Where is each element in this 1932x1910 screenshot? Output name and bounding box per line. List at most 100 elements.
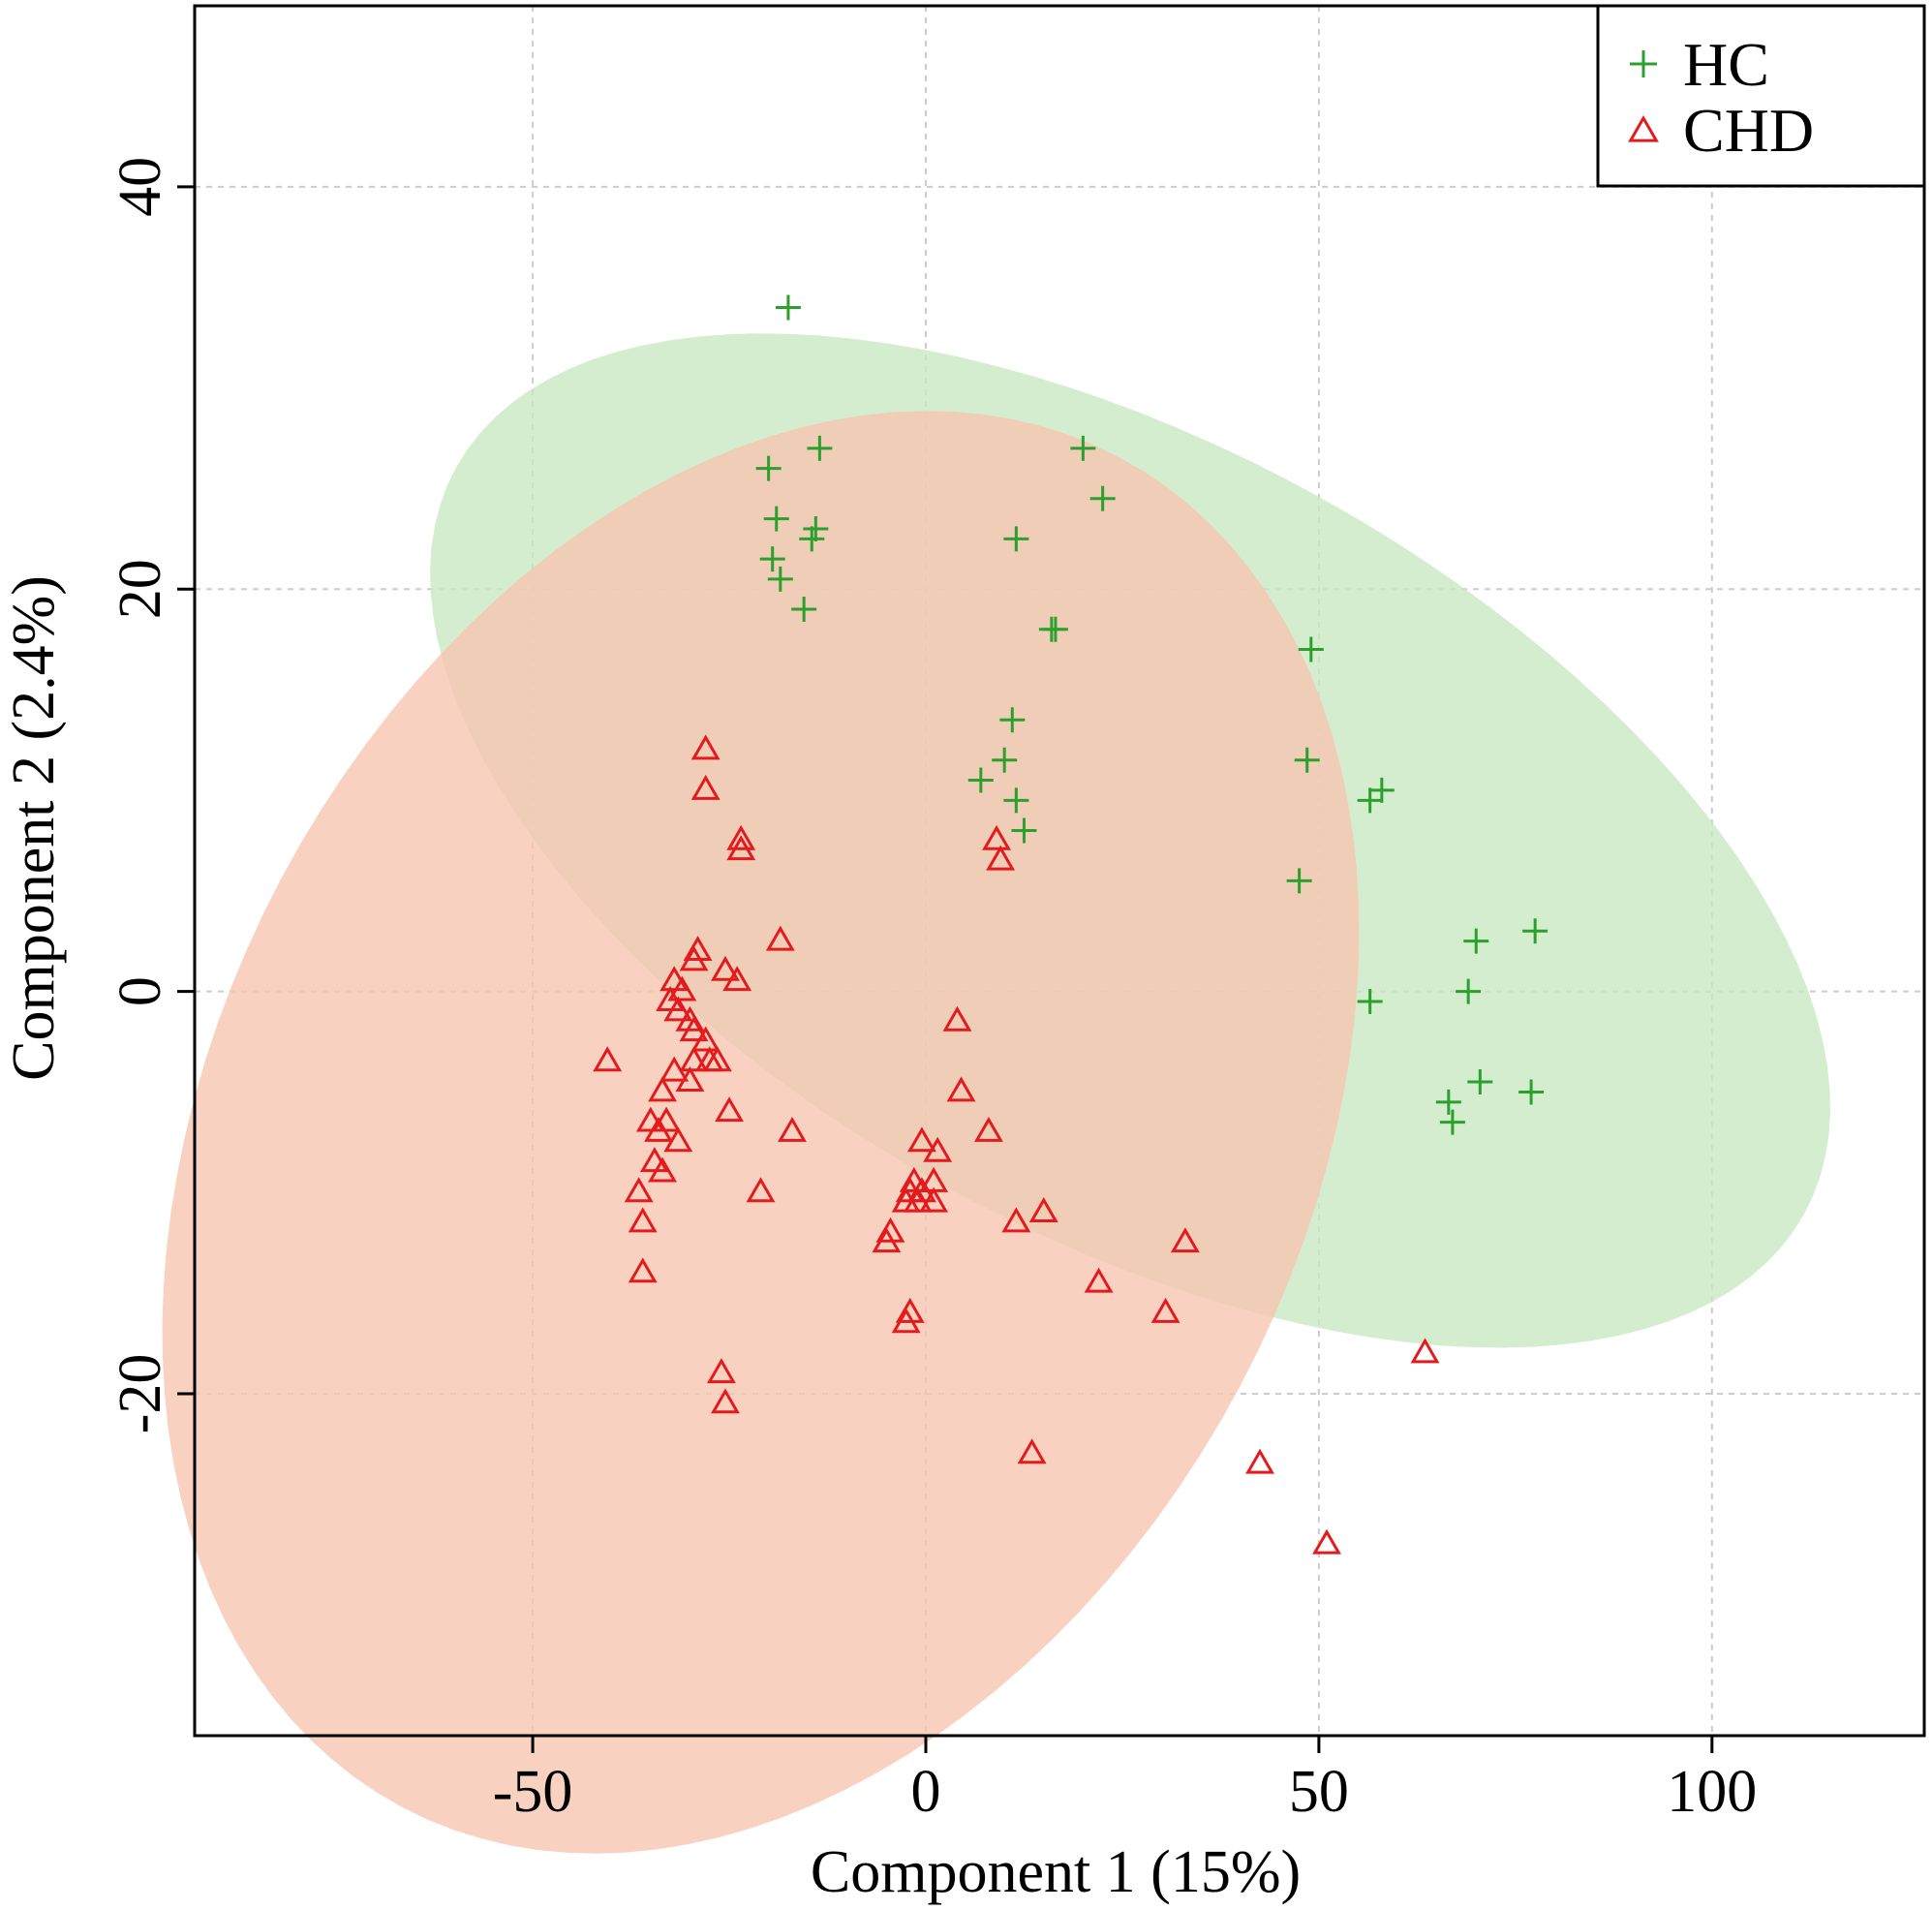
chd-point: [711, 955, 740, 981]
chd-point: [706, 1358, 736, 1384]
hc-point: [1463, 928, 1489, 954]
hc-point: [1298, 636, 1324, 662]
chd-point: [648, 1156, 677, 1183]
x-axis-title: Component 1 (15%): [811, 1839, 1301, 1905]
plot-frame: [193, 4, 1926, 1738]
hc-point: [1357, 787, 1383, 814]
chd-point: [656, 985, 686, 1011]
y-tick-label: 0: [107, 976, 173, 1006]
chd-point: [679, 945, 709, 971]
hc-point: [1003, 787, 1029, 814]
hc-point: [1368, 777, 1395, 803]
chd-point: [1170, 1227, 1200, 1253]
chd-point: [906, 1177, 936, 1203]
chd-point: [644, 1116, 673, 1142]
hc-point: [1070, 435, 1096, 461]
legend-label: HC: [1683, 30, 1769, 99]
chd-point: [906, 1126, 936, 1153]
hc-point: [799, 526, 825, 552]
chd-point: [679, 1046, 709, 1072]
y-tick-label: 40: [107, 157, 173, 217]
chd-point: [652, 1106, 682, 1132]
x-tick-label: 0: [910, 1759, 940, 1825]
chd-point: [663, 1126, 693, 1153]
chd-point: [635, 1106, 665, 1132]
chd-point: [648, 1076, 677, 1102]
y-axis-title: Component 2 (2.4%): [1, 575, 67, 1081]
hc-point: [1467, 1069, 1493, 1095]
chd-point: [946, 1076, 976, 1102]
chd-point: [690, 774, 721, 800]
legend-marker-hc: [1630, 50, 1657, 77]
hc-point: [1439, 1109, 1465, 1135]
chd-point: [628, 1207, 658, 1233]
hc-point: [1011, 817, 1037, 844]
hc-point: [759, 546, 785, 572]
x-tick-label: 100: [1667, 1759, 1757, 1825]
chd-point: [1028, 1197, 1058, 1222]
hc-point: [1522, 918, 1549, 944]
chd-point: [711, 1388, 740, 1414]
hc-point: [1042, 616, 1068, 642]
chd-point: [872, 1227, 902, 1253]
chd-point: [1084, 1267, 1114, 1293]
y-axis-ticks: -20 0 20 40: [107, 157, 195, 1433]
chd-point: [903, 1186, 933, 1213]
chd-point: [923, 1136, 953, 1162]
hc-point: [763, 506, 789, 532]
legend-item-hc: HC: [1630, 30, 1769, 99]
hc-point: [1003, 526, 1029, 552]
hc-point: [767, 566, 793, 592]
hc-point: [1357, 988, 1383, 1014]
chd-point: [679, 1016, 709, 1042]
chd-point: [722, 966, 752, 992]
chd-point: [1245, 1448, 1274, 1474]
chd-point: [690, 1026, 721, 1052]
chd-point: [875, 1217, 905, 1243]
chd-point: [982, 824, 1011, 850]
hc-point: [1435, 1089, 1461, 1115]
chd-point: [726, 824, 756, 850]
chd-point: [986, 845, 1016, 871]
chd-point: [690, 734, 721, 760]
hc-point: [807, 435, 833, 461]
chd-point: [1410, 1338, 1440, 1364]
legend-box: [1596, 4, 1926, 188]
legend-marker-chd: [1628, 114, 1659, 142]
chd-point: [1001, 1207, 1031, 1233]
chd-point: [1017, 1438, 1047, 1464]
chd-point: [1150, 1297, 1181, 1323]
chd-point: [663, 996, 693, 1022]
chd-point: [683, 936, 713, 962]
chd-point: [628, 1257, 658, 1283]
chd-point: [899, 1166, 929, 1192]
chd-point: [675, 1005, 705, 1032]
chd-point: [919, 1186, 949, 1213]
x-tick-label: 50: [1289, 1759, 1349, 1825]
chd-point: [726, 835, 756, 861]
hc-point: [1294, 747, 1320, 773]
hc-point: [992, 747, 1018, 773]
chd-point: [639, 1147, 669, 1173]
data-points: [593, 294, 1549, 1555]
hc-point: [1456, 978, 1482, 1004]
chd-point: [1312, 1528, 1341, 1555]
hc-point: [999, 707, 1026, 733]
chd-point: [624, 1177, 654, 1203]
chd-point: [942, 1005, 972, 1032]
x-tick-label: -50: [493, 1759, 573, 1825]
chd-point: [895, 1297, 925, 1323]
hc-point: [803, 515, 829, 541]
chd-point: [778, 1116, 807, 1142]
hc-point: [755, 455, 782, 481]
chd-point: [659, 1056, 690, 1082]
hc-point: [775, 294, 801, 321]
hc-point: [791, 597, 817, 623]
hc-point: [1089, 485, 1116, 511]
chd-ellipse: [162, 411, 1360, 1854]
chd-point: [973, 1116, 1003, 1142]
hc-point: [1286, 868, 1312, 894]
legend-label: CHD: [1683, 96, 1814, 165]
